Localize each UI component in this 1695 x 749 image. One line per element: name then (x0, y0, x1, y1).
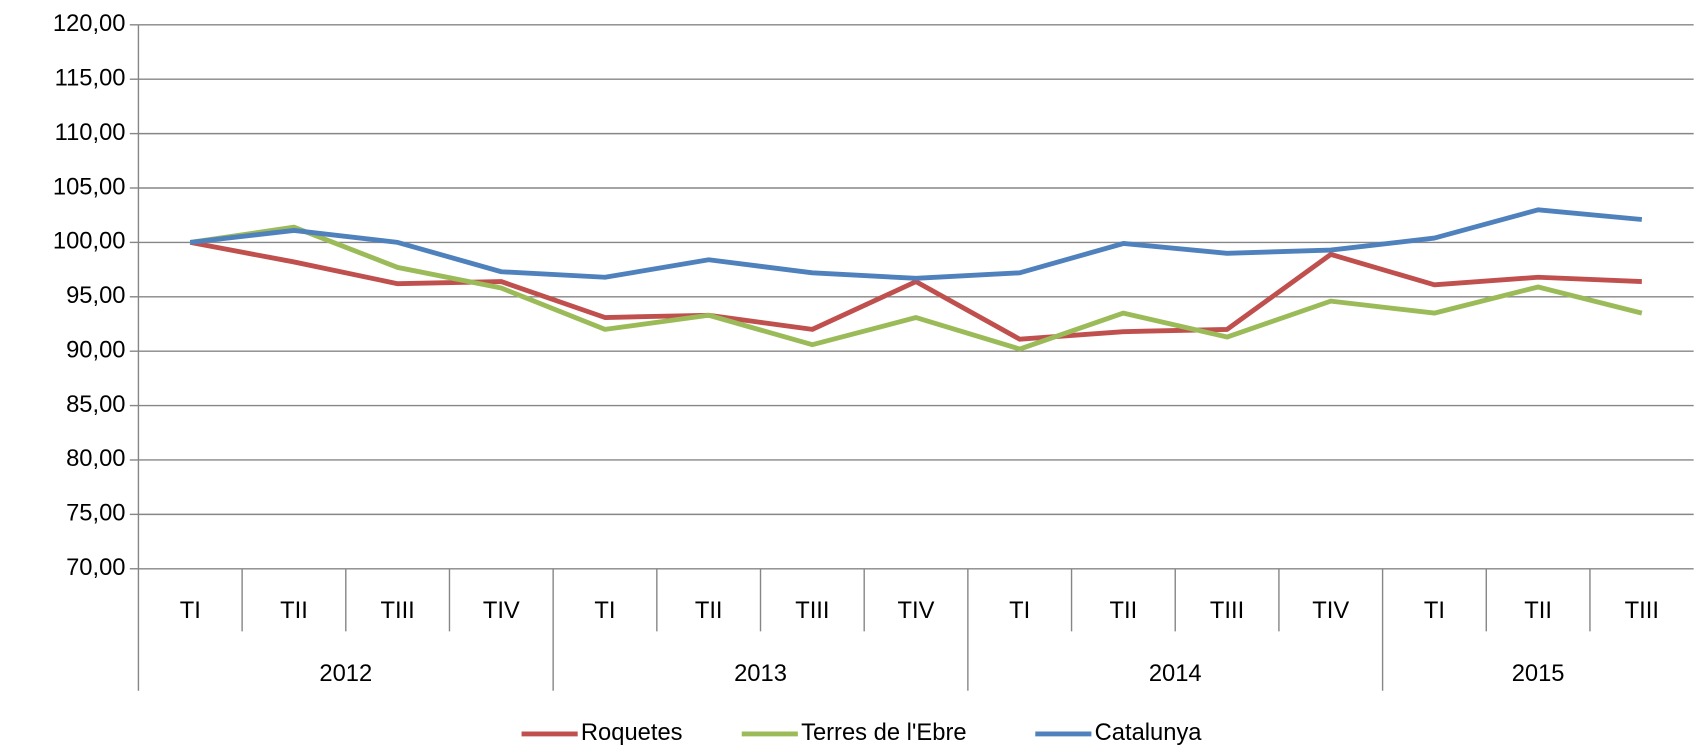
x-tick-label: TII (695, 598, 723, 624)
x-tick-label: TIII (380, 598, 414, 624)
legend-label: Roquetes (581, 720, 683, 746)
legend-label: Terres de l'Ebre (801, 720, 966, 746)
legend-label: Catalunya (1095, 720, 1203, 746)
y-tick-label: 120,00 (53, 11, 126, 37)
y-tick-label: 115,00 (55, 65, 126, 91)
y-tick-label: 105,00 (53, 174, 126, 200)
y-tick-label: 80,00 (66, 446, 125, 472)
x-tick-label: TIII (1625, 598, 1659, 624)
y-tick-label: 70,00 (66, 555, 125, 581)
x-tick-label: TI (180, 598, 201, 624)
y-tick-label: 85,00 (66, 392, 125, 418)
x-tick-label: TIII (1210, 598, 1244, 624)
series-line (189, 240, 1642, 342)
x-tick-label: TII (1524, 598, 1552, 624)
series-line (189, 207, 1643, 281)
y-tick-label: 90,00 (66, 337, 125, 363)
y-tick-label: 95,00 (66, 283, 125, 309)
x-tick-label: TIV (483, 598, 520, 624)
group-label: 2012 (319, 661, 372, 687)
group-label: 2015 (1512, 661, 1565, 687)
x-tick-label: TI (1424, 598, 1445, 624)
x-tick-label: TIII (795, 598, 829, 624)
x-tick-label: TIV (1312, 598, 1349, 624)
y-tick-label: 100,00 (53, 229, 126, 255)
x-tick-label: TI (1009, 598, 1030, 624)
group-label: 2014 (1149, 661, 1202, 687)
y-tick-label: 110,00 (55, 120, 126, 146)
series-line (189, 224, 1643, 352)
x-tick-label: TII (280, 598, 308, 624)
x-tick-label: TI (594, 598, 615, 624)
x-tick-label: TIV (898, 598, 935, 624)
y-tick-label: 75,00 (66, 501, 125, 527)
x-tick-label: TII (1110, 598, 1138, 624)
group-label: 2013 (734, 661, 787, 687)
